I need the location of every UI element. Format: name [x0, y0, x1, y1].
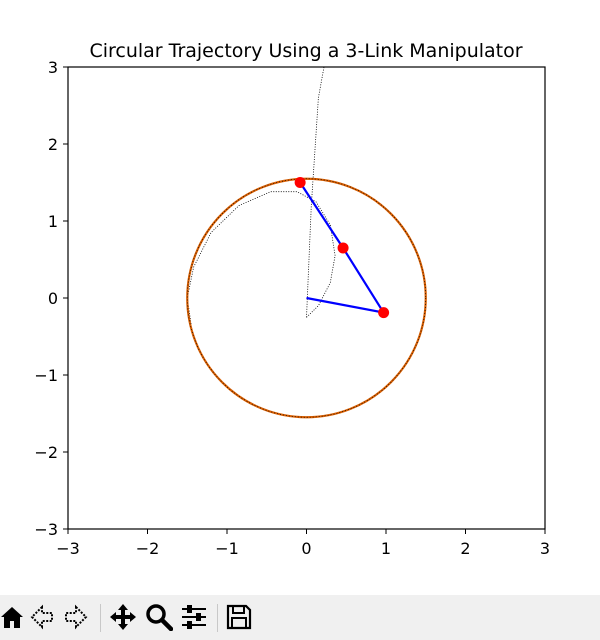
y-tick-label: −3: [34, 520, 58, 539]
y-tick-label: 3: [48, 58, 58, 77]
joint-marker-1: [378, 307, 390, 319]
trajectory-circle-dots: [186, 178, 427, 418]
x-tick-label: −2: [136, 539, 160, 558]
forward-arrow-icon: [65, 604, 88, 630]
y-tick-label: 1: [48, 212, 58, 231]
joint-marker-3: [294, 177, 306, 188]
joint-marker-2: [337, 242, 349, 254]
y-tick-label: −2: [34, 443, 58, 462]
y-axis-ticks: −3 −2 −1 0 1 2 3: [34, 58, 68, 539]
x-tick-label: −1: [215, 539, 239, 558]
manipulator-links: [299, 181, 385, 314]
x-tick-label: 1: [381, 539, 391, 558]
back-button[interactable]: [26, 601, 58, 633]
configure-button[interactable]: [178, 601, 210, 633]
save-button[interactable]: [223, 601, 255, 633]
home-button[interactable]: [0, 601, 28, 633]
y-tick-label: 0: [48, 289, 58, 308]
dotted-trace-1: [306, 67, 325, 318]
pan-button[interactable]: [107, 601, 139, 633]
forward-button[interactable]: [60, 601, 92, 633]
x-axis-ticks: −3 −2 −1 0 1 2 3: [56, 529, 550, 558]
x-tick-label: 2: [460, 539, 470, 558]
x-tick-label: 0: [301, 539, 311, 558]
save-icon: [226, 604, 252, 630]
back-arrow-icon: [30, 604, 53, 630]
zoom-icon: [146, 604, 173, 631]
figure-canvas: Circular Trajectory Using a 3-Link Manip…: [34, 40, 550, 558]
home-icon: [1, 607, 23, 628]
move-icon: [110, 604, 136, 630]
y-tick-label: 2: [48, 135, 58, 154]
toolbar-separator: [100, 604, 101, 632]
dotted-trace-2: [186, 191, 336, 326]
navigation-toolbar: [0, 595, 600, 640]
x-tick-label: 3: [540, 539, 550, 558]
chart-title: Circular Trajectory Using a 3-Link Manip…: [89, 40, 522, 62]
x-tick-label: −3: [56, 539, 80, 558]
sliders-icon: [182, 605, 206, 629]
plot-area[interactable]: [186, 67, 427, 419]
zoom-button[interactable]: [143, 601, 175, 633]
toolbar-separator: [217, 604, 218, 632]
y-tick-label: −1: [34, 366, 58, 385]
